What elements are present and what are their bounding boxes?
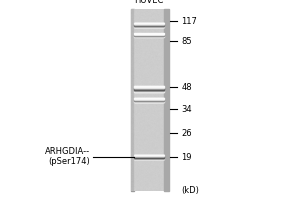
Bar bbox=[130, 9, 134, 191]
Text: (kD): (kD) bbox=[182, 186, 200, 195]
Bar bbox=[164, 9, 169, 191]
Text: HUVEC: HUVEC bbox=[134, 0, 163, 5]
Text: 85: 85 bbox=[182, 36, 192, 46]
Text: 48: 48 bbox=[182, 83, 192, 92]
Text: (pSer174): (pSer174) bbox=[48, 158, 90, 166]
Text: 19: 19 bbox=[182, 152, 192, 162]
Text: 117: 117 bbox=[182, 17, 197, 25]
Text: 26: 26 bbox=[182, 129, 192, 138]
Text: ARHGDIA--: ARHGDIA-- bbox=[45, 148, 90, 156]
Text: 34: 34 bbox=[182, 104, 192, 114]
